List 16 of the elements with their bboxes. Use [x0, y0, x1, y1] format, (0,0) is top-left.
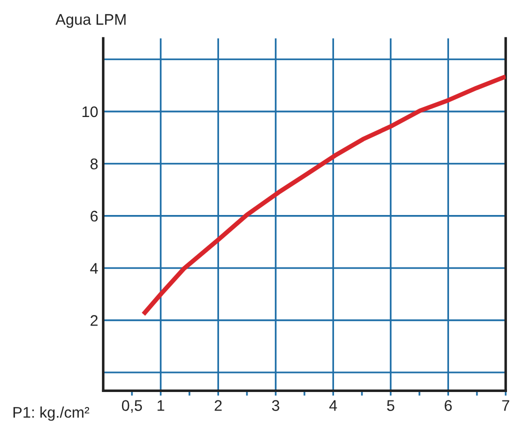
x-tick-label: 1 — [158, 400, 164, 411]
x-tick-label: 0,5 — [122, 400, 142, 413]
x-tick-label: 4 — [329, 400, 337, 411]
y-tick-label: 8 — [90, 158, 98, 170]
x-tick-label: 3 — [272, 400, 280, 411]
x-axis-title: P1: kg./cm² — [14, 406, 90, 421]
x-tick-label: 2 — [214, 400, 222, 411]
x-tick-label: 6 — [444, 400, 452, 411]
y-tick-label: 10 — [82, 106, 98, 118]
x-tick-label: 7 — [502, 400, 510, 411]
y-axis-title: Agua LPM — [55, 14, 126, 28]
y-tick-label: 2 — [90, 315, 98, 326]
x-tick-label: 5 — [387, 400, 394, 411]
line-series — [141, 74, 506, 316]
y-tick-label: 6 — [90, 210, 98, 222]
y-tick-label: 4 — [90, 263, 98, 274]
